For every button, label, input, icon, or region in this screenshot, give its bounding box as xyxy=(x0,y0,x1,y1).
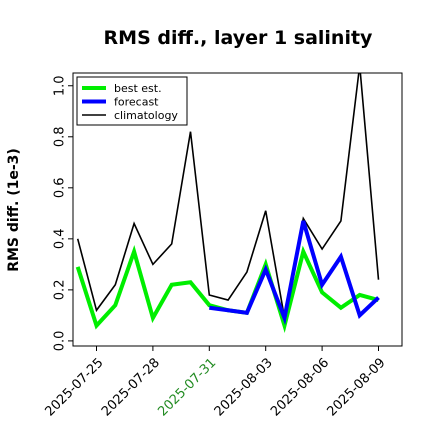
x-tick-label: 2025-07-31 xyxy=(155,355,219,419)
series-line-climatology xyxy=(76,73,380,319)
y-tick-label: 1.0 xyxy=(53,75,68,96)
series-layer xyxy=(75,73,380,333)
x-tick-label: 2025-08-09 xyxy=(325,355,389,419)
plot-frame xyxy=(72,72,403,347)
y-tick-label: 0.0 xyxy=(53,331,68,352)
x-tick-label: 2025-08-06 xyxy=(268,355,332,419)
y-tick-label: 0.8 xyxy=(53,126,68,147)
x-axis: 2025-07-252025-07-282025-07-312025-08-03… xyxy=(43,346,389,419)
y-tick-label: 0.6 xyxy=(53,177,68,198)
x-tick-label: 2025-07-25 xyxy=(43,355,107,419)
legend-label: forecast xyxy=(114,95,159,108)
x-tick-label: 2025-07-28 xyxy=(99,355,163,419)
x-tick-label: 2025-08-03 xyxy=(212,355,276,419)
legend-label: best est. xyxy=(114,82,162,95)
legend-label: climatology xyxy=(114,109,178,122)
y-axis-label: RMS diff. (1e-3) xyxy=(6,148,22,272)
series-line-forecast xyxy=(209,220,380,326)
y-tick-label: 0.4 xyxy=(53,228,68,249)
y-axis: 0.0 0.2 0.4 0.6 0.8 1.0 xyxy=(53,75,73,351)
y-tick-label: 0.2 xyxy=(53,280,68,301)
chart-title: RMS diff., layer 1 salinity xyxy=(104,27,374,49)
